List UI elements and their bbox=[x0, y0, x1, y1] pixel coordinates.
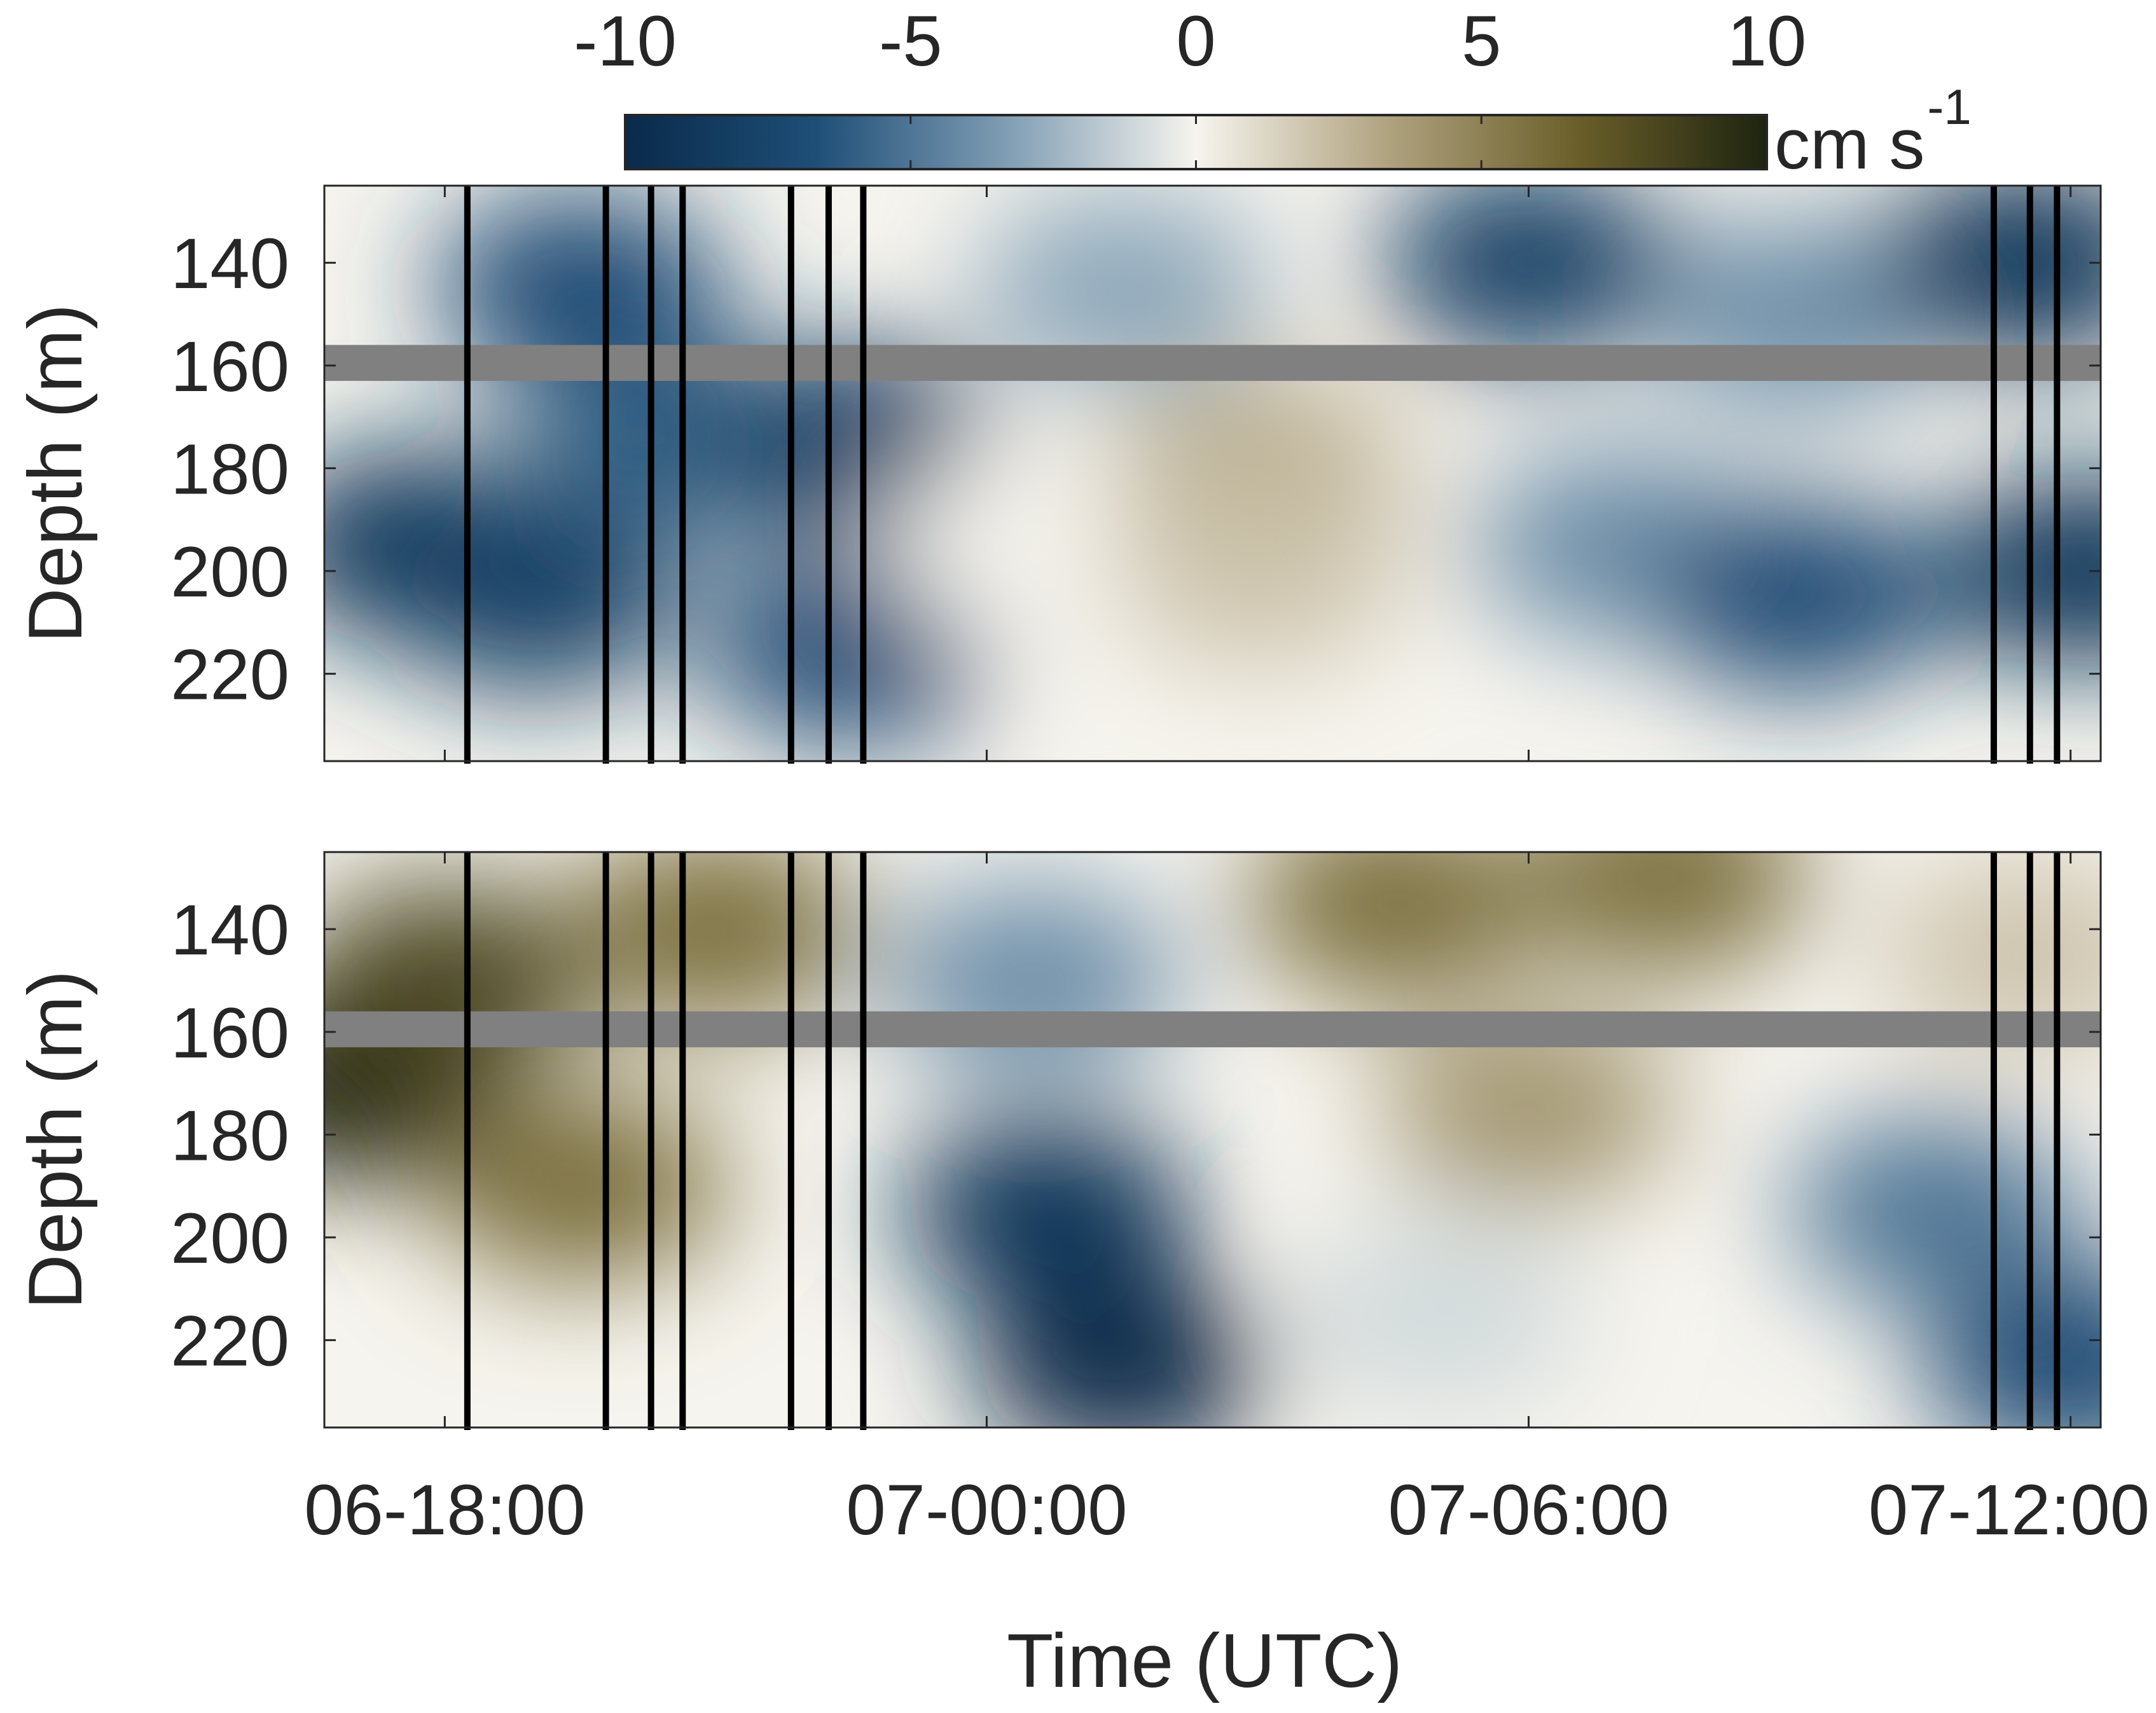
field-cell bbox=[976, 1270, 1269, 1428]
field-cell bbox=[885, 450, 1178, 641]
y-tick-label: 180 bbox=[170, 429, 289, 509]
velocity-field bbox=[324, 852, 2101, 1428]
data-gap-band bbox=[324, 1011, 2101, 1048]
field-cell bbox=[1939, 476, 2101, 666]
y-tick-label: 200 bbox=[170, 532, 289, 612]
x-tick-label: 07-12:00 bbox=[1869, 1470, 2150, 1550]
field-cell bbox=[1247, 852, 1540, 999]
panel-top: 140 160 180 200 220 Depth (m) bbox=[13, 184, 2102, 764]
y-tick-label: 140 bbox=[170, 224, 289, 303]
panel-bottom: 140 160 180 200 220 Depth (m) bbox=[13, 851, 2102, 1430]
x-tick-label: 06-18:00 bbox=[304, 1470, 585, 1550]
field-cell bbox=[1879, 859, 2101, 1050]
velocity-field bbox=[324, 186, 2101, 761]
field-cell bbox=[1879, 186, 2101, 359]
x-tick-labels: 06-18:00 07-00:00 07-06:00 07-12:00 bbox=[304, 1470, 2150, 1550]
axes-frame bbox=[323, 851, 2102, 1429]
colorbar-tick-label: -5 bbox=[879, 1, 943, 81]
y-axis-title: Depth (m) bbox=[13, 304, 98, 643]
colorbar-gradient bbox=[624, 114, 1768, 170]
field-cell bbox=[1292, 1219, 1585, 1410]
y-tick-label: 180 bbox=[170, 1096, 289, 1175]
field-cell bbox=[976, 193, 1269, 384]
colorbar-tick-label: 10 bbox=[1727, 1, 1807, 81]
field-cell bbox=[1111, 476, 1404, 667]
x-tick-label: 07-06:00 bbox=[1388, 1470, 1669, 1550]
field-cell bbox=[1382, 1014, 1675, 1205]
colorbar-ticks bbox=[624, 115, 1768, 169]
colorbar: -10 -5 0 5 10 cm s-1 bbox=[574, 1, 1972, 184]
y-tick-label: 160 bbox=[170, 327, 289, 406]
colorbar-unit-base: cm s bbox=[1774, 104, 1925, 184]
colorbar-tick-label: 5 bbox=[1462, 1, 1501, 81]
axes-frame bbox=[323, 184, 2102, 762]
field-cell bbox=[1382, 186, 1675, 359]
y-tick-label: 160 bbox=[170, 993, 289, 1073]
x-tick-label: 07-00:00 bbox=[846, 1470, 1127, 1550]
x-axis-title: Time (UTC) bbox=[1007, 1618, 1402, 1703]
field-cell bbox=[569, 852, 862, 1025]
y-tick-label: 140 bbox=[170, 890, 289, 970]
y-tick-label: 220 bbox=[170, 1302, 289, 1381]
field-cell bbox=[1517, 852, 1811, 973]
y-tick-label: 220 bbox=[170, 635, 289, 715]
y-axis-title: Depth (m) bbox=[13, 970, 98, 1309]
colorbar-unit: cm s-1 bbox=[1774, 79, 1972, 184]
y-tick-label: 200 bbox=[170, 1199, 289, 1278]
field-cell bbox=[1788, 1116, 2082, 1307]
data-gap-band bbox=[324, 345, 2101, 382]
field-cell bbox=[901, 1116, 1194, 1307]
colorbar-tick-label: 0 bbox=[1176, 1, 1215, 81]
colorbar-tick-label: -10 bbox=[574, 1, 677, 81]
colorbar-tick-labels: -10 -5 0 5 10 bbox=[574, 1, 1806, 81]
field-cell bbox=[1653, 501, 1946, 692]
colorbar-unit-exponent: -1 bbox=[1927, 79, 1971, 135]
